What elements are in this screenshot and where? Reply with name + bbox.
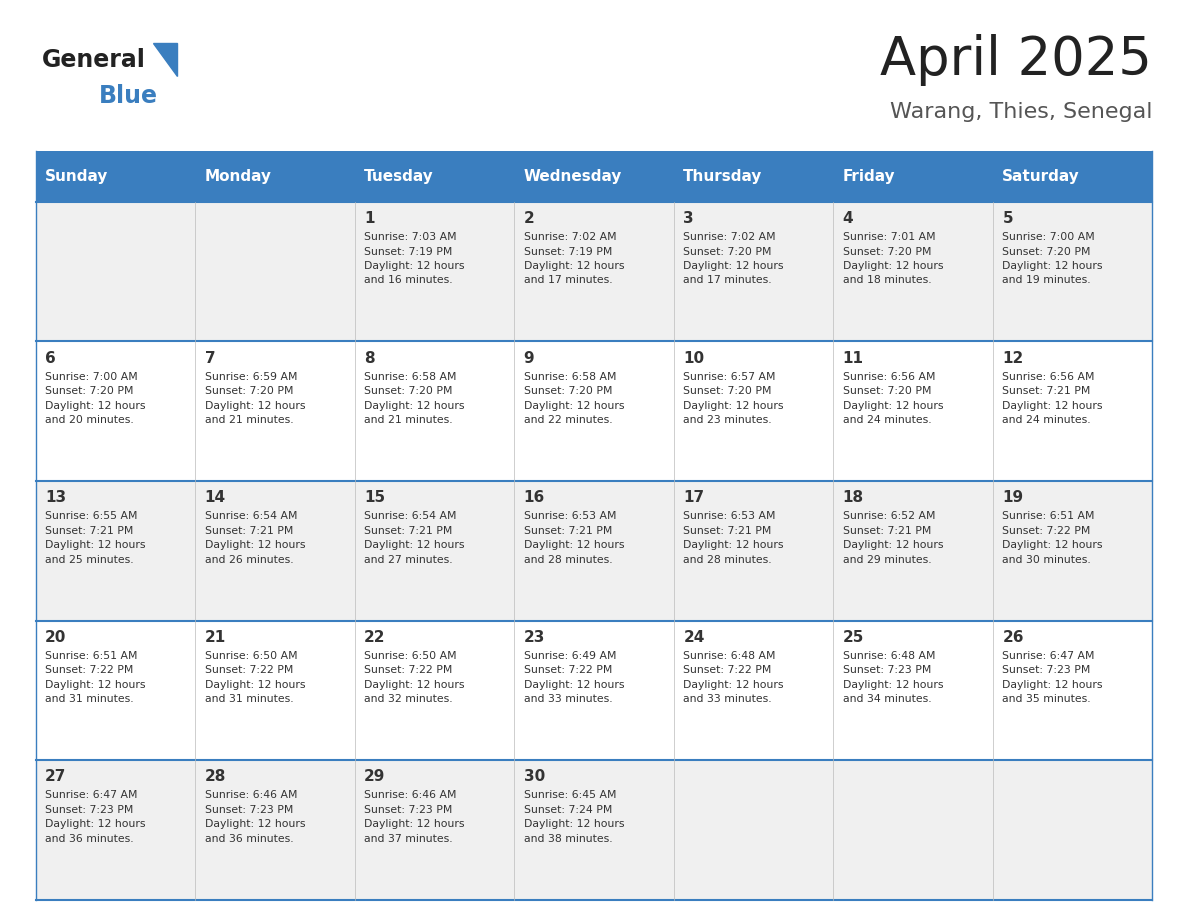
- Text: Sunrise: 6:50 AM
Sunset: 7:22 PM
Daylight: 12 hours
and 31 minutes.: Sunrise: 6:50 AM Sunset: 7:22 PM Dayligh…: [204, 651, 305, 704]
- Text: 6: 6: [45, 351, 56, 365]
- Text: General: General: [42, 48, 145, 72]
- Text: Sunrise: 6:56 AM
Sunset: 7:20 PM
Daylight: 12 hours
and 24 minutes.: Sunrise: 6:56 AM Sunset: 7:20 PM Dayligh…: [842, 372, 943, 425]
- Text: 11: 11: [842, 351, 864, 365]
- Text: Sunrise: 6:47 AM
Sunset: 7:23 PM
Daylight: 12 hours
and 36 minutes.: Sunrise: 6:47 AM Sunset: 7:23 PM Dayligh…: [45, 790, 146, 844]
- Text: 20: 20: [45, 630, 67, 644]
- Text: Friday: Friday: [842, 169, 896, 185]
- Text: 26: 26: [1003, 630, 1024, 644]
- Text: Sunrise: 6:57 AM
Sunset: 7:20 PM
Daylight: 12 hours
and 23 minutes.: Sunrise: 6:57 AM Sunset: 7:20 PM Dayligh…: [683, 372, 784, 425]
- Text: April 2025: April 2025: [880, 34, 1152, 85]
- Text: Sunrise: 7:02 AM
Sunset: 7:19 PM
Daylight: 12 hours
and 17 minutes.: Sunrise: 7:02 AM Sunset: 7:19 PM Dayligh…: [524, 232, 624, 285]
- Text: Sunrise: 6:52 AM
Sunset: 7:21 PM
Daylight: 12 hours
and 29 minutes.: Sunrise: 6:52 AM Sunset: 7:21 PM Dayligh…: [842, 511, 943, 565]
- Text: Sunrise: 6:54 AM
Sunset: 7:21 PM
Daylight: 12 hours
and 27 minutes.: Sunrise: 6:54 AM Sunset: 7:21 PM Dayligh…: [365, 511, 465, 565]
- Text: 18: 18: [842, 490, 864, 505]
- Text: 17: 17: [683, 490, 704, 505]
- Text: 16: 16: [524, 490, 545, 505]
- Text: 27: 27: [45, 769, 67, 784]
- Text: 2: 2: [524, 211, 535, 226]
- Text: Sunrise: 6:51 AM
Sunset: 7:22 PM
Daylight: 12 hours
and 31 minutes.: Sunrise: 6:51 AM Sunset: 7:22 PM Dayligh…: [45, 651, 146, 704]
- Text: Sunrise: 7:02 AM
Sunset: 7:20 PM
Daylight: 12 hours
and 17 minutes.: Sunrise: 7:02 AM Sunset: 7:20 PM Dayligh…: [683, 232, 784, 285]
- Text: 28: 28: [204, 769, 226, 784]
- Text: Sunrise: 6:46 AM
Sunset: 7:23 PM
Daylight: 12 hours
and 37 minutes.: Sunrise: 6:46 AM Sunset: 7:23 PM Dayligh…: [365, 790, 465, 844]
- Text: 9: 9: [524, 351, 535, 365]
- Text: Sunrise: 7:00 AM
Sunset: 7:20 PM
Daylight: 12 hours
and 20 minutes.: Sunrise: 7:00 AM Sunset: 7:20 PM Dayligh…: [45, 372, 146, 425]
- Text: 5: 5: [1003, 211, 1013, 226]
- Text: Sunrise: 6:48 AM
Sunset: 7:23 PM
Daylight: 12 hours
and 34 minutes.: Sunrise: 6:48 AM Sunset: 7:23 PM Dayligh…: [842, 651, 943, 704]
- Text: Sunrise: 6:54 AM
Sunset: 7:21 PM
Daylight: 12 hours
and 26 minutes.: Sunrise: 6:54 AM Sunset: 7:21 PM Dayligh…: [204, 511, 305, 565]
- Text: 7: 7: [204, 351, 215, 365]
- Text: 30: 30: [524, 769, 545, 784]
- Text: 22: 22: [365, 630, 386, 644]
- Text: Sunrise: 7:03 AM
Sunset: 7:19 PM
Daylight: 12 hours
and 16 minutes.: Sunrise: 7:03 AM Sunset: 7:19 PM Dayligh…: [365, 232, 465, 285]
- Text: Sunrise: 6:46 AM
Sunset: 7:23 PM
Daylight: 12 hours
and 36 minutes.: Sunrise: 6:46 AM Sunset: 7:23 PM Dayligh…: [204, 790, 305, 844]
- Text: Sunday: Sunday: [45, 169, 108, 185]
- Text: 12: 12: [1003, 351, 1024, 365]
- Text: Monday: Monday: [204, 169, 272, 185]
- Text: Sunrise: 6:58 AM
Sunset: 7:20 PM
Daylight: 12 hours
and 22 minutes.: Sunrise: 6:58 AM Sunset: 7:20 PM Dayligh…: [524, 372, 624, 425]
- Text: 25: 25: [842, 630, 864, 644]
- Text: Sunrise: 6:50 AM
Sunset: 7:22 PM
Daylight: 12 hours
and 32 minutes.: Sunrise: 6:50 AM Sunset: 7:22 PM Dayligh…: [365, 651, 465, 704]
- Text: Sunrise: 6:53 AM
Sunset: 7:21 PM
Daylight: 12 hours
and 28 minutes.: Sunrise: 6:53 AM Sunset: 7:21 PM Dayligh…: [683, 511, 784, 565]
- Text: 10: 10: [683, 351, 704, 365]
- Text: Sunrise: 7:01 AM
Sunset: 7:20 PM
Daylight: 12 hours
and 18 minutes.: Sunrise: 7:01 AM Sunset: 7:20 PM Dayligh…: [842, 232, 943, 285]
- Text: Sunrise: 6:51 AM
Sunset: 7:22 PM
Daylight: 12 hours
and 30 minutes.: Sunrise: 6:51 AM Sunset: 7:22 PM Dayligh…: [1003, 511, 1102, 565]
- Text: 21: 21: [204, 630, 226, 644]
- Text: 19: 19: [1003, 490, 1023, 505]
- Text: 29: 29: [365, 769, 386, 784]
- Text: 4: 4: [842, 211, 853, 226]
- Text: Sunrise: 6:56 AM
Sunset: 7:21 PM
Daylight: 12 hours
and 24 minutes.: Sunrise: 6:56 AM Sunset: 7:21 PM Dayligh…: [1003, 372, 1102, 425]
- Text: Blue: Blue: [99, 84, 158, 108]
- Text: Sunrise: 7:00 AM
Sunset: 7:20 PM
Daylight: 12 hours
and 19 minutes.: Sunrise: 7:00 AM Sunset: 7:20 PM Dayligh…: [1003, 232, 1102, 285]
- Text: 23: 23: [524, 630, 545, 644]
- Text: 1: 1: [365, 211, 374, 226]
- Text: Wednesday: Wednesday: [524, 169, 623, 185]
- Text: 14: 14: [204, 490, 226, 505]
- Text: 15: 15: [365, 490, 385, 505]
- Text: Tuesday: Tuesday: [365, 169, 434, 185]
- Text: Sunrise: 6:59 AM
Sunset: 7:20 PM
Daylight: 12 hours
and 21 minutes.: Sunrise: 6:59 AM Sunset: 7:20 PM Dayligh…: [204, 372, 305, 425]
- Text: Sunrise: 6:48 AM
Sunset: 7:22 PM
Daylight: 12 hours
and 33 minutes.: Sunrise: 6:48 AM Sunset: 7:22 PM Dayligh…: [683, 651, 784, 704]
- Text: Warang, Thies, Senegal: Warang, Thies, Senegal: [890, 102, 1152, 122]
- Text: Sunrise: 6:58 AM
Sunset: 7:20 PM
Daylight: 12 hours
and 21 minutes.: Sunrise: 6:58 AM Sunset: 7:20 PM Dayligh…: [365, 372, 465, 425]
- Text: Sunrise: 6:53 AM
Sunset: 7:21 PM
Daylight: 12 hours
and 28 minutes.: Sunrise: 6:53 AM Sunset: 7:21 PM Dayligh…: [524, 511, 624, 565]
- Text: 13: 13: [45, 490, 67, 505]
- Text: Sunrise: 6:47 AM
Sunset: 7:23 PM
Daylight: 12 hours
and 35 minutes.: Sunrise: 6:47 AM Sunset: 7:23 PM Dayligh…: [1003, 651, 1102, 704]
- Text: Thursday: Thursday: [683, 169, 763, 185]
- Text: Saturday: Saturday: [1003, 169, 1080, 185]
- Text: Sunrise: 6:45 AM
Sunset: 7:24 PM
Daylight: 12 hours
and 38 minutes.: Sunrise: 6:45 AM Sunset: 7:24 PM Dayligh…: [524, 790, 624, 844]
- Text: Sunrise: 6:55 AM
Sunset: 7:21 PM
Daylight: 12 hours
and 25 minutes.: Sunrise: 6:55 AM Sunset: 7:21 PM Dayligh…: [45, 511, 146, 565]
- Text: Sunrise: 6:49 AM
Sunset: 7:22 PM
Daylight: 12 hours
and 33 minutes.: Sunrise: 6:49 AM Sunset: 7:22 PM Dayligh…: [524, 651, 624, 704]
- Text: 3: 3: [683, 211, 694, 226]
- Text: 24: 24: [683, 630, 704, 644]
- Text: 8: 8: [365, 351, 375, 365]
